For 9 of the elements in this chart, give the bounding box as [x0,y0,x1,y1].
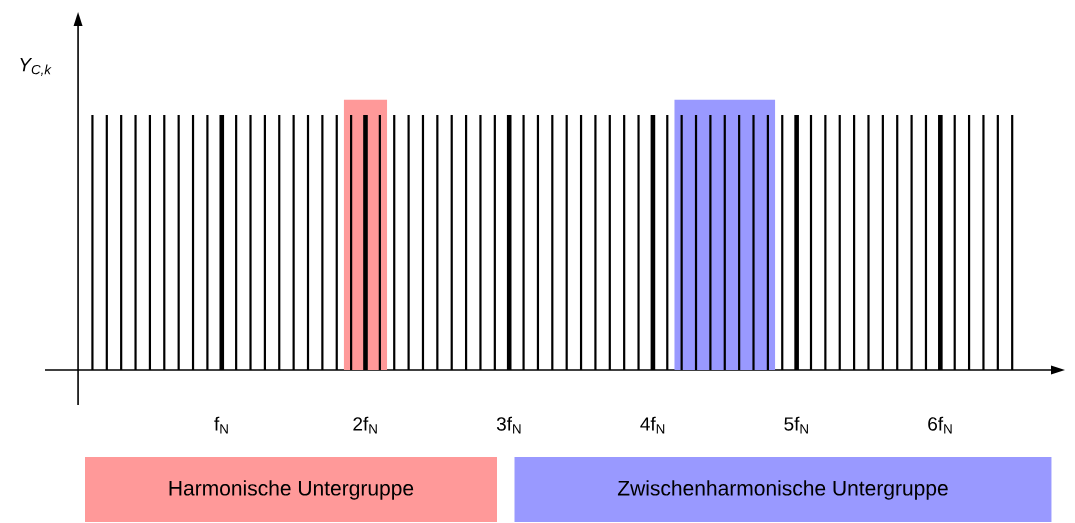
x-tick-label: 2f$_{N}$ [353,416,377,434]
x-tick-label: 4f$_{N}$ [640,416,665,434]
x-tick-label: 6f$_{N}$ [928,416,952,434]
x-tick-label: 5f$_{N}$ [784,416,808,434]
x-tick-label: f$_{N}$ [214,416,228,434]
text: Harmonische Untergruppe [169,480,414,500]
x-tick-label: 3f$_{N}$ [496,416,521,434]
text: Zwischenharmonische Untergruppe [617,480,948,500]
y-axis-title: Y$_{C,k}$ [20,58,52,76]
